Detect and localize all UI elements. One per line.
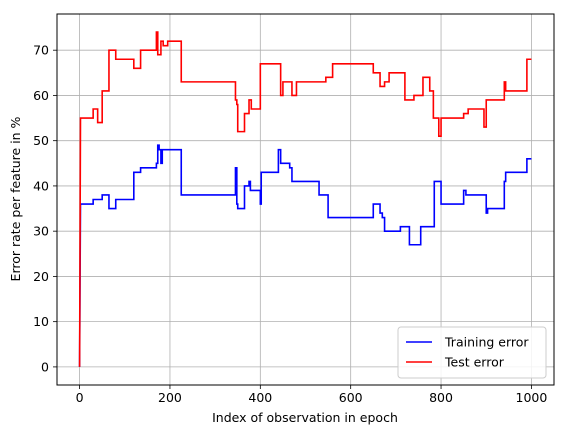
series-lines <box>78 31 532 367</box>
y-tick-label: 40 <box>33 178 49 193</box>
x-ticks: 0 200 400 600 800 1000 <box>76 385 548 405</box>
x-tick-label: 0 <box>76 390 84 405</box>
y-ticks: 0 10 20 30 40 50 60 70 <box>33 43 57 374</box>
legend: Training error Test error <box>397 326 547 379</box>
y-tick-label: 50 <box>33 133 49 148</box>
legend-label-training-error: Training error <box>444 335 529 350</box>
x-tick-label: 1000 <box>516 390 548 405</box>
plot-frame <box>56 13 555 386</box>
y-tick-label: 70 <box>33 43 49 58</box>
y-tick-label: 30 <box>33 224 49 239</box>
x-axis-label: Index of observation in epoch <box>212 410 398 425</box>
x-tick-label: 800 <box>429 390 453 405</box>
y-tick-label: 10 <box>33 314 49 329</box>
x-tick-label: 200 <box>158 390 182 405</box>
legend-label-test-error: Test error <box>444 355 505 370</box>
series-line-training-error <box>78 144 532 367</box>
y-tick-label: 20 <box>33 269 49 284</box>
y-tick-label: 0 <box>41 359 49 374</box>
y-tick-label: 60 <box>33 88 49 103</box>
legend-box <box>397 326 547 379</box>
x-tick-label: 400 <box>248 390 272 405</box>
x-tick-label: 600 <box>339 390 363 405</box>
y-axis-label: Error rate per feature in % <box>8 116 23 281</box>
series-line-test-error <box>78 31 532 367</box>
